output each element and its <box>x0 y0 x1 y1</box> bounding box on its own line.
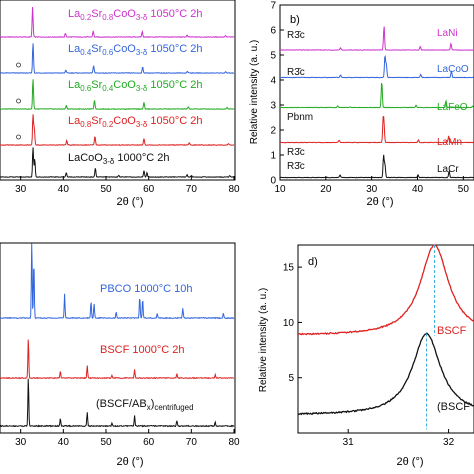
panel-c-traces: PBCO 1000°C 10h BSCF 1000°C 2h (BSCF/ABx)c… <box>0 243 235 428</box>
panel-a-x-tick-label: 40 <box>58 184 70 195</box>
panel-c-x-axis: 30 40 50 60 70 80 <box>15 429 240 448</box>
panel-c-x-tick-label: 30 <box>15 437 27 448</box>
panel-a-x-axis: 30 40 50 60 70 80 <box>15 176 240 195</box>
panel-a-x-tick-label: 60 <box>143 184 155 195</box>
panel-b-space-group-5: R3̄c <box>287 161 305 172</box>
panel-d-y-tick-label: 10 <box>283 318 295 329</box>
panel-c-frame <box>0 242 236 434</box>
panel-a-x-tick-label: 50 <box>100 184 112 195</box>
panel-a-x-tick-label: 30 <box>15 184 27 195</box>
panel-c-x-tick-label: 70 <box>186 437 198 448</box>
panel-d-traces: BSCF (BSCF <box>297 244 474 430</box>
panel-c-x-tick-label: 50 <box>100 437 112 448</box>
panel-b-series-label-3: LaFeO <box>437 102 468 113</box>
panel-b-trace-3 <box>279 82 474 109</box>
panel-b-y-tick-label: 1 <box>270 151 276 162</box>
panel-d-y-axis-label: Relative intensity (a. u.) <box>258 288 269 393</box>
panel-b-traces: R3̄c LaNi R3̄c LaCoO Pbnm LaFeO R3̄c LaMn R3̄c La… <box>279 26 474 179</box>
panel-a-trace-4 <box>0 114 235 147</box>
panel-b-x-axis-label: 2θ (°) <box>366 196 393 208</box>
panel-d-x-tick-label: 32 <box>443 437 455 448</box>
panel-a-impurity-marker <box>16 62 21 68</box>
panel-d-series-label-1: BSCF <box>437 325 467 337</box>
panel-b-series-label-5: LaCr <box>437 164 459 175</box>
panel-d-trace-1 <box>297 244 474 336</box>
panel-a-x-tick-label: 70 <box>186 184 198 195</box>
panel-b-label: b) <box>290 14 300 26</box>
panel-c-x-axis-label: 2θ (°) <box>116 456 143 468</box>
panel-c-trace-3 <box>0 378 235 428</box>
panel-d-y-tick-label: 15 <box>283 263 295 274</box>
panel-a-series-label-4: La0.8Sr0.2CoO3-δ 1050°C 2h <box>68 115 202 129</box>
panel-c-trace-1 <box>0 243 235 320</box>
panel-d-trace-2 <box>298 332 474 416</box>
panel-a-series-label-1: La0.2Sr0.8CoO3-δ 1050°C 2h <box>68 8 202 22</box>
panel-d-x-tick-label: 31 <box>343 437 355 448</box>
panel-d-y-tick-label: 5 <box>288 373 294 384</box>
panel-b-y-tick-label: 2 <box>270 126 276 137</box>
panel-b-series-label-1: LaNi <box>437 28 458 39</box>
panel-a: La0.2Sr0.8CoO3-δ 1050°C 2h La0.4Sr0.6CoO3… <box>0 0 240 208</box>
panel-c-x-tick-label: 40 <box>58 437 70 448</box>
panel-b-x-tick-label: 10 <box>274 184 286 195</box>
panel-a-trace-1 <box>0 6 235 39</box>
panel-d-frame <box>297 244 474 434</box>
panel-b-y-tick-label: 3 <box>270 101 276 112</box>
panel-b-series-label-4: LaMn <box>437 137 462 148</box>
panel-b-space-group-2: R3̄c <box>287 67 305 78</box>
panel-b-y-tick-label: 5 <box>270 51 276 62</box>
panel-a-frame <box>0 0 236 181</box>
panel-b-x-tick-label: 40 <box>412 184 424 195</box>
panel-b-axes: 10203040506001234567 <box>270 1 470 196</box>
panel-d-label: d) <box>308 256 318 268</box>
panel-b-space-group-3: Pbnm <box>287 112 313 123</box>
panel-c-series-label-3: (BSCF/ABx)centrifuged <box>96 398 193 412</box>
panel-b-space-group-1: R3̄c <box>287 30 305 41</box>
panel-b-x-tick-label: 20 <box>320 184 332 195</box>
panel-b-y-axis-label: Relative intensity (a. u.) <box>249 40 260 145</box>
panel-a-series-label-3: La0.6Sr0.4CoO3-δ 1050°C 2h <box>68 79 202 93</box>
panel-d-series-label-2: (BSCF <box>437 401 470 413</box>
panel-c-x-tick-label: 80 <box>228 437 240 448</box>
panel-b-frame <box>279 4 474 181</box>
panel-b-y-tick-label: 7 <box>270 1 276 12</box>
panel-b-y-tick-label: 6 <box>270 26 276 37</box>
panel-a-traces: La0.2Sr0.8CoO3-δ 1050°C 2h La0.4Sr0.6CoO3… <box>0 6 235 179</box>
panel-a-impurity-marker <box>16 134 21 140</box>
panel-b-series-label-2: LaCoO <box>437 64 469 75</box>
panel-b-space-group-4: R3̄c <box>287 147 305 158</box>
panel-a-impurity-marker <box>16 98 21 104</box>
panel-a-x-tick-label: 80 <box>228 184 240 195</box>
panel-a-trace-2 <box>0 43 235 75</box>
panel-d-axes: 31 32 5 10 15 <box>283 263 455 448</box>
panel-b-trace-4 <box>279 115 474 144</box>
panel-b-y-tick-label: 4 <box>270 76 276 87</box>
panel-a-x-axis-label: 2θ (°) <box>116 196 143 208</box>
panel-a-series-label-2: La0.4Sr0.6CoO3-δ 1050°C 2h <box>68 43 202 57</box>
panel-b-x-tick-label: 50 <box>458 184 470 195</box>
panel-d: BSCF (BSCF 31 32 5 10 15 d) 2θ (°) Relative i… <box>258 244 474 468</box>
panel-b-trace-2 <box>279 55 474 79</box>
panel-c: PBCO 1000°C 10h BSCF 1000°C 2h (BSCF/ABx)c… <box>0 242 240 468</box>
panel-c-x-tick-label: 60 <box>143 437 155 448</box>
panel-b-trace-1 <box>280 26 474 51</box>
panel-a-trace-3 <box>0 79 235 111</box>
panel-c-trace-2 <box>0 339 235 380</box>
panel-b: R3̄c LaNi R3̄c LaCoO Pbnm LaFeO R3̄c LaMn R3̄c La… <box>249 1 474 208</box>
panel-b-y-tick-label: 0 <box>270 176 276 187</box>
panel-b-x-tick-label: 30 <box>366 184 378 195</box>
panel-a-series-label-5: LaCoO3-δ 1000°C 2h <box>68 152 169 166</box>
panel-c-series-label-1: PBCO 1000°C 10h <box>100 283 192 295</box>
panel-c-series-label-2: BSCF 1000°C 2h <box>100 344 185 356</box>
panel-d-x-axis-label: 2θ (°) <box>396 456 423 468</box>
